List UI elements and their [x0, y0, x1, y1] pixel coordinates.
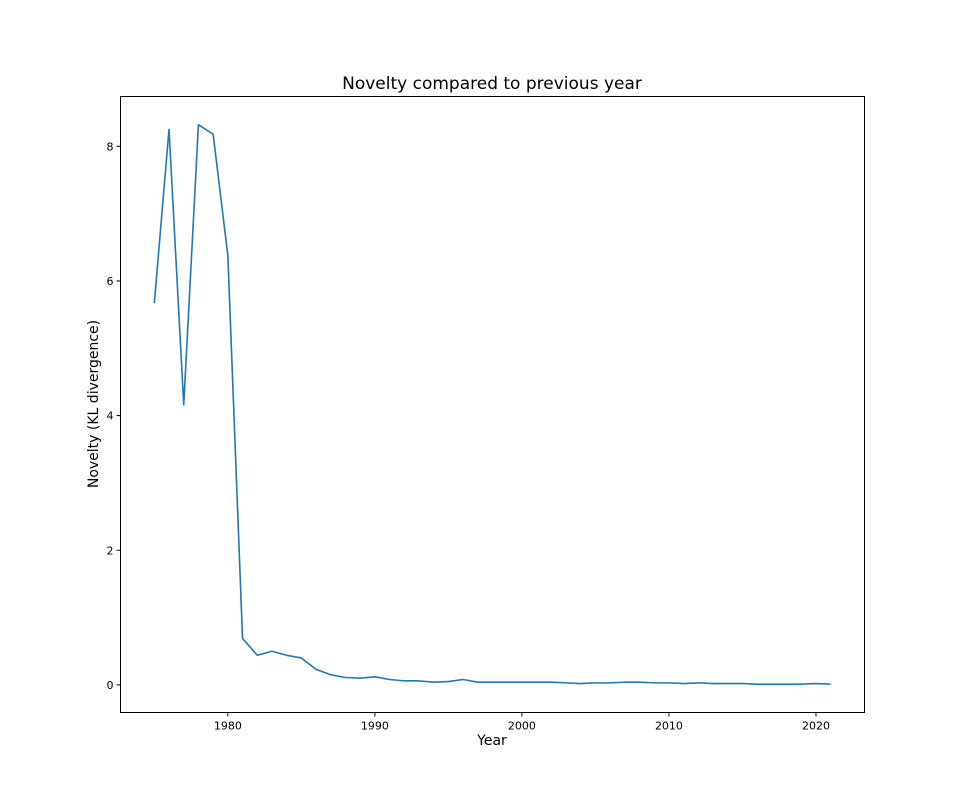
y-tick-label: 0 [107, 679, 114, 692]
y-axis-label: Novelty (KL divergence) [86, 320, 102, 488]
plot-frame [120, 96, 865, 713]
x-tick-label: 1990 [361, 720, 389, 733]
x-tick-label: 1980 [214, 720, 242, 733]
x-tick-label: 2020 [802, 720, 830, 733]
y-tick-label: 2 [107, 544, 114, 557]
chart-title: Novelty compared to previous year [342, 74, 642, 94]
y-tick-label: 8 [107, 140, 114, 153]
y-tick-label: 6 [107, 275, 114, 288]
x-tick-label: 2000 [508, 720, 536, 733]
x-tick-label: 2010 [655, 720, 683, 733]
x-axis-label: Year [476, 733, 507, 749]
y-tick-label: 4 [107, 410, 114, 423]
y-axis: 0 2 4 6 8 [107, 140, 121, 692]
series-line [153, 123, 831, 686]
x-axis: 1980 1990 2000 2010 2020 [214, 712, 830, 733]
